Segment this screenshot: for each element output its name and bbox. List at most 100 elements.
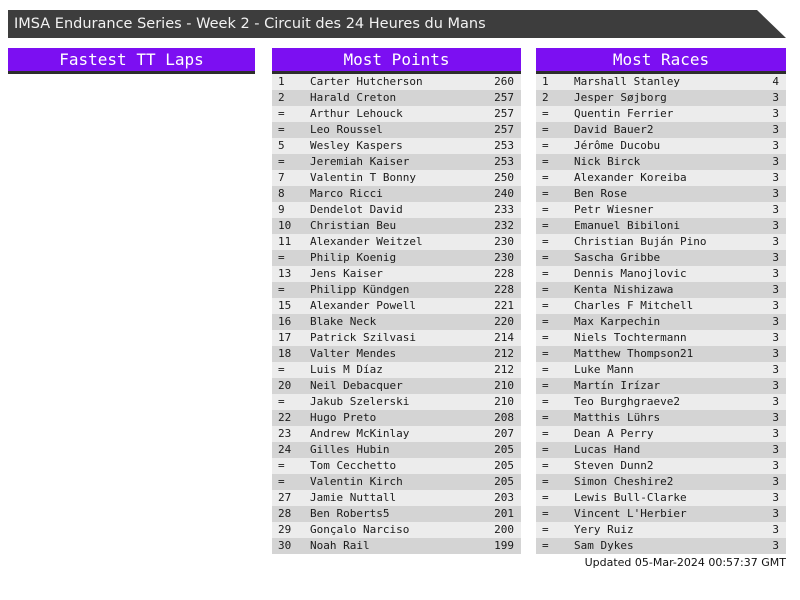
- table-row: = Niels Tochtermann 3: [536, 330, 786, 346]
- rank-cell: =: [542, 523, 549, 536]
- value-cell: 228: [494, 283, 514, 296]
- table-row: 18 Valter Mendes 212: [272, 346, 521, 362]
- table-row: = Sascha Gribbe 3: [536, 250, 786, 266]
- table-row: = Kenta Nishizawa 3: [536, 282, 786, 298]
- name-cell: Ben Roberts5: [310, 507, 390, 520]
- table-row: = Luis M Díaz 212: [272, 362, 521, 378]
- table-row: = Tom Cecchetto 205: [272, 458, 521, 474]
- rank-cell: =: [278, 475, 285, 488]
- value-cell: 230: [494, 235, 514, 248]
- table-row: = Vincent L'Herbier 3: [536, 506, 786, 522]
- rank-cell: =: [542, 139, 549, 152]
- value-cell: 3: [772, 459, 779, 472]
- table-row: 1 Carter Hutcherson 260: [272, 74, 521, 90]
- rank-cell: =: [542, 171, 549, 184]
- value-cell: 3: [772, 107, 779, 120]
- table-row: 2 Jesper Søjborg 3: [536, 90, 786, 106]
- rank-cell: =: [542, 539, 549, 552]
- rank-cell: =: [278, 251, 285, 264]
- title-bar: IMSA Endurance Series - Week 2 - Circuit…: [8, 10, 786, 38]
- name-cell: Philipp Kündgen: [310, 283, 410, 296]
- rank-cell: =: [542, 267, 549, 280]
- table-row: = Ben Rose 3: [536, 186, 786, 202]
- value-cell: 214: [494, 331, 514, 344]
- rank-cell: 13: [278, 267, 292, 280]
- value-cell: 3: [772, 155, 779, 168]
- value-cell: 250: [494, 171, 514, 184]
- rank-cell: =: [542, 427, 549, 440]
- table-row: 24 Gilles Hubin 205: [272, 442, 521, 458]
- most-races-table: 1 Marshall Stanley 4 2 Jesper Søjborg 3 = Quent…: [536, 74, 786, 554]
- table-row: = Quentin Ferrier 3: [536, 106, 786, 122]
- table-row: = Leo Roussel 257: [272, 122, 521, 138]
- table-row: 29 Gonçalo Narciso 200: [272, 522, 521, 538]
- name-cell: Quentin Ferrier: [574, 107, 674, 120]
- value-cell: 199: [494, 539, 514, 552]
- rank-cell: =: [542, 251, 549, 264]
- table-row: = Matthis Lührs 3: [536, 410, 786, 426]
- name-cell: Noah Rail: [310, 539, 370, 552]
- name-cell: Carter Hutcherson: [310, 75, 423, 88]
- name-cell: Arthur Lehouck: [310, 107, 403, 120]
- rank-cell: 5: [278, 139, 285, 152]
- rank-cell: =: [542, 155, 549, 168]
- rank-cell: 18: [278, 347, 292, 360]
- value-cell: 230: [494, 251, 514, 264]
- table-row: 28 Ben Roberts5 201: [272, 506, 521, 522]
- value-cell: 4: [772, 75, 779, 88]
- value-cell: 233: [494, 203, 514, 216]
- name-cell: Gilles Hubin: [310, 443, 390, 456]
- name-cell: Tom Cecchetto: [310, 459, 397, 472]
- value-cell: 210: [494, 395, 514, 408]
- name-cell: Luke Mann: [574, 363, 634, 376]
- name-cell: Valentin Kirch: [310, 475, 403, 488]
- rank-cell: =: [278, 363, 285, 376]
- table-row: = Philipp Kündgen 228: [272, 282, 521, 298]
- rank-cell: =: [542, 283, 549, 296]
- rank-cell: =: [542, 219, 549, 232]
- value-cell: 232: [494, 219, 514, 232]
- value-cell: 3: [772, 235, 779, 248]
- name-cell: David Bauer2: [574, 123, 654, 136]
- value-cell: 257: [494, 107, 514, 120]
- name-cell: Marshall Stanley: [574, 75, 680, 88]
- table-row: = Philip Koenig 230: [272, 250, 521, 266]
- value-cell: 212: [494, 363, 514, 376]
- table-row: 11 Alexander Weitzel 230: [272, 234, 521, 250]
- panel-header-fastest-tt-laps: Fastest TT Laps: [8, 48, 255, 74]
- name-cell: Martín Irízar: [574, 379, 661, 392]
- value-cell: 3: [772, 203, 779, 216]
- name-cell: Hugo Preto: [310, 411, 377, 424]
- value-cell: 3: [772, 491, 779, 504]
- value-cell: 3: [772, 283, 779, 296]
- name-cell: Neil Debacquer: [310, 379, 403, 392]
- name-cell: Sascha Gribbe: [574, 251, 661, 264]
- name-cell: Andrew McKinlay: [310, 427, 410, 440]
- table-row: 16 Blake Neck 220: [272, 314, 521, 330]
- value-cell: 3: [772, 299, 779, 312]
- rank-cell: =: [542, 379, 549, 392]
- most-points-panel: Most Points 1 Carter Hutcherson 260 2 Harald…: [272, 48, 521, 554]
- table-row: = Valentin Kirch 205: [272, 474, 521, 490]
- value-cell: 240: [494, 187, 514, 200]
- table-row: = Nick Birck 3: [536, 154, 786, 170]
- value-cell: 3: [772, 171, 779, 184]
- name-cell: Sam Dykes: [574, 539, 634, 552]
- rank-cell: 24: [278, 443, 292, 456]
- value-cell: 3: [772, 427, 779, 440]
- name-cell: Blake Neck: [310, 315, 377, 328]
- name-cell: Nick Birck: [574, 155, 641, 168]
- name-cell: Yery Ruiz: [574, 523, 634, 536]
- table-row: = David Bauer2 3: [536, 122, 786, 138]
- name-cell: Niels Tochtermann: [574, 331, 687, 344]
- value-cell: 3: [772, 475, 779, 488]
- rank-cell: 16: [278, 315, 292, 328]
- rank-cell: =: [278, 283, 285, 296]
- value-cell: 3: [772, 363, 779, 376]
- value-cell: 253: [494, 139, 514, 152]
- rank-cell: =: [542, 443, 549, 456]
- table-row: = Jeremiah Kaiser 253: [272, 154, 521, 170]
- value-cell: 3: [772, 395, 779, 408]
- value-cell: 203: [494, 491, 514, 504]
- table-row: = Arthur Lehouck 257: [272, 106, 521, 122]
